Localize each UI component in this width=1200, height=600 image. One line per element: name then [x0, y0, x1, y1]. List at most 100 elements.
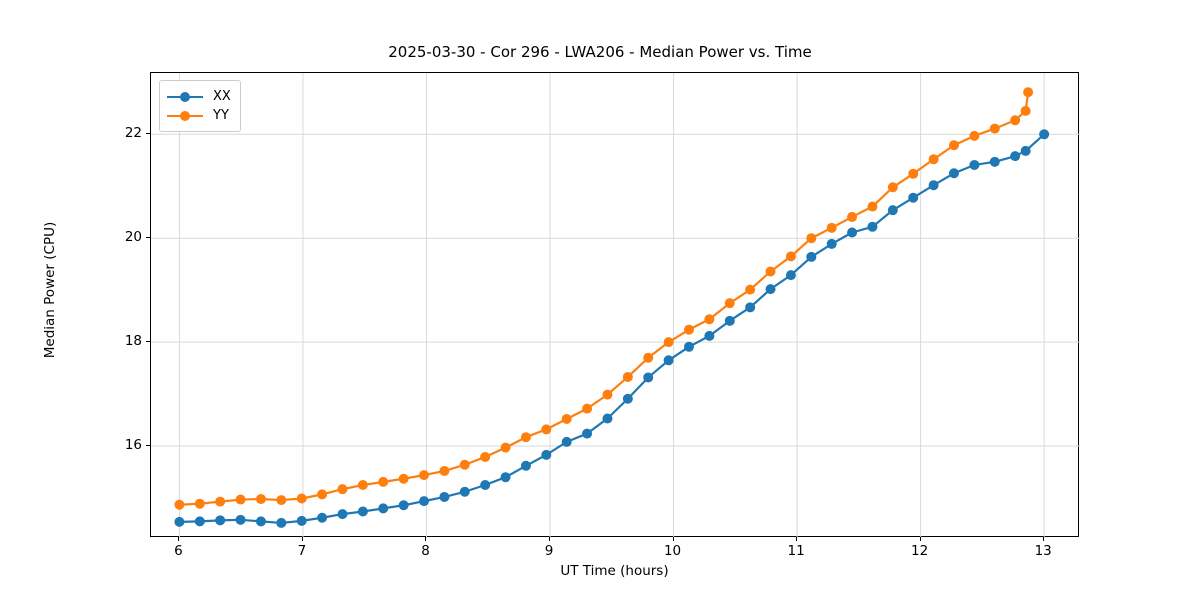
data-point-xx — [500, 472, 511, 483]
legend-item-yy: YY — [167, 106, 231, 125]
x-tick-label: 8 — [421, 543, 430, 559]
data-point-xx — [276, 517, 287, 528]
x-tick-label: 6 — [174, 543, 183, 559]
x-tick-label: 13 — [1034, 543, 1052, 559]
data-point-xx — [602, 413, 613, 424]
data-point-yy — [439, 465, 450, 476]
data-point-yy — [826, 222, 837, 233]
data-point-xx — [684, 341, 694, 352]
data-point-yy — [296, 493, 307, 504]
data-point-xx — [867, 221, 878, 232]
data-point-xx — [806, 251, 817, 262]
data-point-xx — [357, 506, 368, 517]
data-point-xx — [582, 428, 593, 439]
data-point-xx — [663, 355, 674, 366]
data-point-yy — [724, 298, 735, 309]
data-point-yy — [459, 459, 470, 470]
data-point-xx — [398, 500, 409, 511]
plot-area — [150, 72, 1080, 538]
data-point-yy — [948, 140, 959, 151]
data-point-yy — [602, 389, 613, 400]
data-point-yy — [235, 494, 246, 505]
data-point-xx — [969, 159, 980, 170]
y-tick-label: 20 — [124, 229, 142, 246]
data-point-xx — [1039, 129, 1050, 140]
data-point-yy — [643, 352, 654, 363]
chart-title: 2025-03-30 - Cor 296 - LWA206 - Median P… — [388, 43, 812, 61]
legend-label-yy: YY — [213, 108, 229, 123]
data-point-yy — [541, 424, 552, 435]
data-point-yy — [928, 154, 939, 165]
x-axis-label: UT Time (hours) — [560, 563, 669, 579]
data-point-yy — [684, 324, 694, 335]
y-tick-mark — [146, 237, 150, 239]
legend-label-xx: XX — [213, 89, 231, 104]
data-point-xx — [255, 516, 266, 527]
data-point-yy — [357, 480, 368, 491]
x-tick-mark — [301, 537, 303, 541]
x-tick-mark — [672, 537, 674, 541]
data-point-xx — [174, 516, 185, 527]
data-point-xx — [887, 205, 898, 216]
data-point-xx — [1020, 145, 1031, 156]
x-tick-mark — [549, 537, 551, 541]
x-tick-mark — [796, 537, 798, 541]
data-point-yy — [480, 451, 491, 462]
data-point-xx — [459, 486, 470, 497]
y-tick-label: 16 — [124, 437, 142, 454]
y-tick-label: 18 — [124, 333, 142, 350]
data-point-xx — [928, 180, 939, 191]
x-tick-label: 9 — [544, 543, 554, 559]
data-point-yy — [561, 414, 572, 425]
data-point-yy — [317, 489, 328, 500]
legend-item-xx: XX — [167, 87, 231, 106]
data-point-xx — [908, 192, 919, 203]
y-tick-mark — [146, 445, 150, 447]
data-point-xx — [1010, 151, 1021, 162]
legend-swatch-xx — [167, 90, 203, 104]
y-tick-label: 22 — [124, 125, 142, 142]
data-point-yy — [785, 251, 796, 262]
data-point-xx — [520, 460, 531, 471]
data-point-yy — [806, 233, 817, 244]
x-tick-label: 11 — [787, 543, 805, 559]
data-point-xx — [296, 515, 307, 526]
data-point-yy — [337, 484, 348, 495]
data-point-xx — [235, 514, 246, 525]
data-point-xx — [541, 449, 552, 460]
data-point-yy — [276, 495, 287, 506]
y-tick-mark — [146, 341, 150, 343]
data-point-yy — [398, 473, 409, 484]
data-point-xx — [745, 302, 756, 313]
x-tick-label: 7 — [297, 543, 307, 559]
x-tick-mark — [1043, 537, 1045, 541]
data-point-yy — [969, 130, 980, 141]
data-point-yy — [847, 211, 858, 222]
data-point-yy — [908, 168, 919, 179]
data-point-xx — [439, 491, 450, 502]
data-point-xx — [215, 515, 226, 526]
data-point-yy — [255, 494, 266, 505]
data-point-yy — [500, 442, 511, 453]
data-point-xx — [847, 227, 858, 238]
data-point-xx — [765, 284, 776, 295]
data-point-xx — [317, 512, 328, 523]
x-tick-mark — [178, 537, 180, 541]
x-tick-label: 12 — [911, 543, 929, 559]
data-point-xx — [826, 238, 837, 249]
y-tick-mark — [146, 133, 150, 135]
y-axis-tick-labels: 16 18 20 22 — [96, 72, 142, 537]
data-point-yy — [765, 266, 776, 277]
x-tick-label: 10 — [663, 543, 682, 559]
data-point-yy — [194, 498, 205, 509]
y-axis-label: Median Power (CPU) — [42, 221, 58, 359]
data-point-yy — [1020, 105, 1031, 116]
data-point-xx — [480, 480, 491, 491]
chart-legend: XX YY — [159, 80, 241, 132]
data-point-yy — [215, 496, 226, 507]
x-tick-mark — [919, 537, 921, 541]
series-line-yy — [178, 91, 1030, 506]
data-point-yy — [704, 314, 715, 325]
data-point-xx — [704, 330, 715, 341]
